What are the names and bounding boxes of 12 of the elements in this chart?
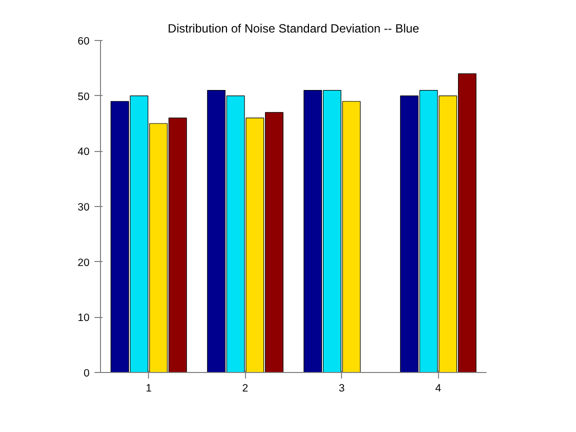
- y-tick-label: 20: [78, 256, 90, 269]
- y-tick-label: 60: [78, 36, 90, 48]
- y-tick-label: 10: [78, 312, 90, 324]
- y-tick-label: 40: [78, 146, 90, 158]
- x-tick-label: 1: [146, 382, 152, 394]
- chart-title: Distribution of Noise Standard Deviation -- Blue: [168, 22, 420, 36]
- x-tick-label: 3: [338, 382, 345, 394]
- x-tick-label: 2: [242, 382, 248, 394]
- x-tick-label: 4: [435, 382, 442, 394]
- y-tick-label: 0: [84, 368, 90, 380]
- y-tick-label: 30: [78, 202, 90, 214]
- y-tick-label: 50: [78, 90, 90, 103]
